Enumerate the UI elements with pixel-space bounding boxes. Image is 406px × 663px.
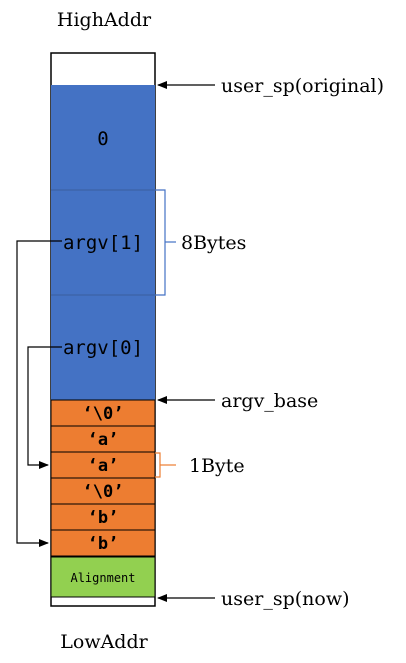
byte-cell-label: ‘b’ [88,534,119,554]
byte-cell-label: ‘b’ [88,508,119,528]
byte-cell-label: ‘\0’ [83,482,124,502]
byte-cell-label: ‘a’ [88,456,119,476]
stack-cell-argv-0 [51,295,155,400]
argv-0-label: argv[0] [63,337,143,359]
argv-1-label: argv[1] [63,232,143,254]
byte-cell [50,399,156,427]
null-pointer-label: 0 [97,128,108,150]
byte-cell-label: ‘\0’ [83,404,124,424]
alignment-label: Alignment [70,571,135,585]
stack-cell-argv-1 [51,190,155,295]
argv-0-pointer-arrow [27,346,62,469]
low-addr-label: LowAddr [60,631,148,653]
eight-bytes-label: 8Bytes [181,232,246,254]
byte-cell [50,425,156,453]
byte-cell [50,503,156,531]
argv-1-pointer-arrow [16,240,62,547]
stack-cell-null-pointer [51,85,155,190]
byte-cell [50,529,156,557]
byte-cell-label: ‘a’ [88,430,119,450]
user-sp-original-label: user_sp(original) [221,75,384,97]
high-addr-label: HighAddr [57,9,152,31]
alignment-cell [50,556,156,598]
eight-bytes-bracket [155,189,166,296]
argv-base-label: argv_base [221,390,318,412]
byte-cell [50,451,156,479]
user-sp-now-label: user_sp(now) [221,588,350,610]
byte-cell [50,477,156,505]
one-byte-label: 1Byte [189,455,245,477]
